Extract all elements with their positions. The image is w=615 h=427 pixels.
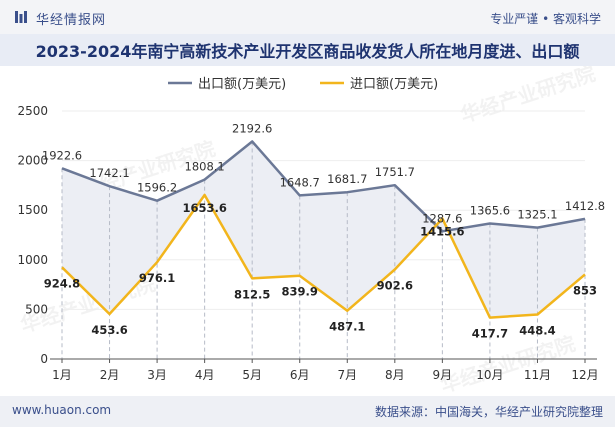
- import-data-label: 417.7: [472, 327, 508, 341]
- x-tick-label: 7月: [337, 368, 357, 382]
- export-data-label: 1681.7: [327, 172, 367, 186]
- import-data-label: 924.8: [44, 276, 80, 290]
- export-data-label: 1648.7: [280, 175, 320, 189]
- export-data-label: 1751.7: [375, 165, 415, 179]
- chart-title: 2023-2024年南宁高新技术产业开发区商品收发货人所在地月度进、出口额: [35, 42, 580, 61]
- x-tick-label: 4月: [195, 368, 215, 382]
- series-lines: [61, 140, 586, 319]
- import-data-label: 812.5: [234, 287, 270, 301]
- export-data-label: 1742.1: [89, 166, 129, 180]
- footer-bar: www.huaon.com 数据来源：中国海关，华经产业研究院整理: [0, 396, 615, 427]
- x-tick-label: 12月: [571, 368, 598, 382]
- watermark-text: 华经产业研究院: [438, 331, 579, 396]
- import-data-label: 902.6: [377, 278, 413, 292]
- top-bar: 华经情报网 专业严谨 • 客观科学: [0, 0, 615, 34]
- export-data-label: 1922.6: [42, 148, 82, 162]
- export-data-label: 1365.6: [470, 204, 510, 218]
- export-data-label: 1596.2: [137, 181, 177, 195]
- x-tick-label: 11月: [524, 368, 551, 382]
- export-data-label: 1412.8: [565, 199, 605, 213]
- export-line: [61, 140, 586, 233]
- y-tick-label: 0: [40, 352, 48, 366]
- brand-name: 华经情报网: [36, 13, 107, 28]
- export-data-label: 1287.6: [422, 211, 462, 225]
- legend: 出口额(万美元) 进口额(万美元): [168, 77, 438, 92]
- export-data-label: 1325.1: [517, 208, 557, 222]
- import-data-label: 1415.6: [420, 225, 464, 239]
- import-data-label: 487.1: [329, 320, 365, 334]
- import-line: [61, 193, 586, 319]
- import-data-label: 839.9: [282, 285, 318, 299]
- import-data-label: 976.1: [139, 271, 175, 285]
- brand-logo-icon: [15, 11, 27, 23]
- x-tick-label: 2月: [100, 368, 120, 382]
- y-tick-label: 500: [25, 302, 48, 316]
- x-tick-label: 3月: [147, 368, 167, 382]
- legend-import-label: 进口额(万美元): [350, 77, 438, 92]
- x-tick-label: 10月: [476, 368, 503, 382]
- x-tick-label: 5月: [242, 368, 262, 382]
- axes: 0 500 1000 1500 2000 2500 1月 2月 3月 4月 5月 6月 7月 8月 9月 10…: [17, 104, 598, 382]
- y-tick-label: 1000: [17, 253, 48, 267]
- import-data-label: 853: [573, 283, 597, 297]
- drop-lines: [61, 141, 586, 359]
- title-bar: 2023-2024年南宁高新技术产业开发区商品收发货人所在地月度进、出口额: [0, 34, 615, 66]
- x-tick-label: 8月: [385, 368, 405, 382]
- export-data-label: 1808.1: [185, 160, 225, 174]
- import-data-label: 453.6: [91, 323, 127, 337]
- legend-export-label: 出口额(万美元): [198, 77, 286, 92]
- export-data-label: 2192.6: [232, 121, 272, 135]
- y-tick-label: 2500: [17, 104, 48, 118]
- site-url: www.huaon.com: [12, 403, 112, 417]
- data-source: 数据来源：中国海关，华经产业研究院整理: [374, 405, 603, 419]
- x-tick-label: 9月: [433, 368, 453, 382]
- import-data-label: 1653.6: [182, 201, 226, 215]
- y-tick-label: 1500: [17, 203, 48, 217]
- tagline: 专业严谨 • 客观科学: [490, 12, 601, 26]
- watermark-text: 华经产业研究院: [458, 66, 599, 127]
- y-tick-label: 2000: [17, 154, 48, 168]
- data-labels: 1922.6 1742.1 1596.2 1808.1 2192.6 1648.7 1681…: [42, 121, 605, 340]
- x-tick-label: 1月: [52, 368, 72, 382]
- import-data-label: 448.4: [519, 324, 555, 338]
- x-tick-label: 6月: [290, 368, 310, 382]
